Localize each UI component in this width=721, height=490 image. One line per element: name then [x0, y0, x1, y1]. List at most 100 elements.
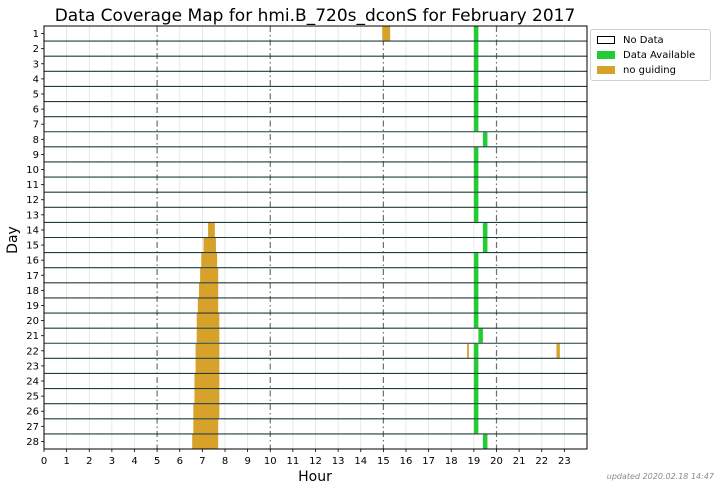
y-tick-label-7: 7 [33, 120, 39, 131]
y-tick-label-1: 1 [33, 29, 39, 40]
x-tick-label-20: 20 [490, 456, 503, 467]
x-tick-label-0: 0 [41, 456, 47, 467]
segment-day28-45 [482, 434, 488, 449]
x-tick-label-14: 14 [354, 456, 367, 467]
x-tick-label-13: 13 [332, 456, 345, 467]
x-tick-label-16: 16 [400, 456, 413, 467]
y-tick-label-19: 19 [26, 301, 39, 312]
x-axis-label: Hour [298, 469, 332, 485]
y-tick-label-23: 23 [26, 361, 39, 372]
x-tick-label-18: 18 [445, 456, 458, 467]
legend-label-data-available: Data Available [623, 49, 696, 61]
legend-swatch-no-guiding [597, 66, 615, 74]
segment-day2-2 [473, 41, 479, 56]
y-tick-label-6: 6 [33, 105, 39, 116]
x-tick-label-1: 1 [63, 456, 69, 467]
y-tick-label-8: 8 [33, 135, 39, 146]
segment-day14-14 [208, 222, 215, 237]
chart-title: Data Coverage Map for hmi.B_720s_dconS f… [55, 6, 576, 26]
segment-day9-9 [473, 147, 479, 162]
segment-day26-40 [193, 404, 220, 419]
segment-day6-6 [473, 102, 479, 117]
x-tick-label-17: 17 [422, 456, 435, 467]
segment-day1-0 [382, 26, 391, 41]
segment-day7-7 [473, 117, 479, 132]
x-tick-label-7: 7 [199, 456, 205, 467]
segment-day27-42 [193, 419, 219, 434]
segment-day19-25 [473, 298, 479, 313]
segment-day11-11 [473, 177, 479, 192]
x-tick-label-5: 5 [154, 456, 160, 467]
x-tick-label-21: 21 [513, 456, 526, 467]
y-tick-label-18: 18 [26, 286, 39, 297]
y-tick-label-11: 11 [26, 180, 39, 191]
segment-day3-3 [473, 56, 479, 71]
plot-area: 1234567891011121314151617181920212223242… [26, 25, 588, 467]
segment-day16-18 [201, 253, 218, 268]
y-tick-label-14: 14 [26, 225, 39, 236]
segment-day25-38 [194, 389, 220, 404]
segment-day25-39 [473, 389, 479, 404]
segment-day22-30 [195, 343, 220, 358]
y-tick-label-9: 9 [33, 150, 39, 161]
segment-day18-23 [473, 283, 479, 298]
x-tick-label-15: 15 [377, 456, 390, 467]
legend: No Data Data Available no guiding [590, 29, 711, 81]
segment-day13-13 [473, 207, 479, 222]
y-axis-label: Day [5, 226, 21, 254]
segment-day15-17 [482, 238, 488, 253]
segment-day17-21 [473, 268, 479, 283]
legend-item-no-guiding: no guiding [597, 63, 676, 77]
x-tick-label-22: 22 [535, 456, 548, 467]
legend-label-no-data: No Data [623, 34, 664, 46]
y-tick-label-15: 15 [26, 241, 39, 252]
legend-swatch-data-available [597, 51, 615, 59]
y-tick-label-3: 3 [33, 59, 39, 70]
y-tick-label-12: 12 [26, 195, 39, 206]
segment-day28-44 [192, 434, 219, 449]
segment-day23-35 [473, 358, 479, 373]
x-tick-label-11: 11 [287, 456, 300, 467]
y-tick-label-26: 26 [26, 407, 39, 418]
segment-day21-29 [478, 328, 483, 343]
segment-day5-5 [473, 86, 479, 102]
segment-day22-32 [473, 343, 479, 358]
segment-day22-33 [556, 343, 560, 358]
y-tick-label-21: 21 [26, 331, 39, 342]
segment-day23-34 [195, 358, 220, 373]
y-tick-label-25: 25 [26, 392, 39, 403]
legend-item-no-data: No Data [597, 33, 664, 47]
segment-day24-37 [473, 373, 479, 389]
y-tick-label-27: 27 [26, 422, 39, 433]
segment-day15-16 [203, 238, 216, 253]
segment-day12-12 [473, 192, 479, 207]
y-tick-label-10: 10 [26, 165, 39, 176]
segment-day19-24 [197, 298, 219, 313]
segment-day27-43 [473, 419, 479, 434]
x-tick-label-2: 2 [86, 456, 92, 467]
updated-timestamp: updated 2020.02.18 14:47 [606, 472, 714, 481]
segment-day4-4 [473, 71, 479, 86]
x-tick-label-4: 4 [131, 456, 137, 467]
segment-day1-1 [473, 26, 479, 41]
segment-day20-27 [473, 313, 479, 328]
y-tick-label-28: 28 [26, 437, 39, 448]
y-tick-label-2: 2 [33, 44, 39, 55]
segment-day21-28 [196, 328, 220, 343]
y-tick-label-13: 13 [26, 210, 39, 221]
segment-day10-10 [473, 162, 479, 177]
segment-day14-15 [482, 222, 488, 237]
segment-day16-19 [473, 253, 479, 268]
x-tick-label-10: 10 [264, 456, 277, 467]
segment-day20-26 [196, 313, 220, 328]
y-tick-label-24: 24 [26, 377, 39, 388]
legend-item-data-available: Data Available [597, 48, 695, 62]
y-tick-label-22: 22 [26, 346, 39, 357]
x-tick-label-19: 19 [468, 456, 481, 467]
x-tick-label-6: 6 [177, 456, 183, 467]
y-tick-label-5: 5 [33, 89, 39, 100]
x-tick-label-3: 3 [109, 456, 115, 467]
legend-swatch-no-data [597, 36, 615, 44]
legend-label-no-guiding: no guiding [623, 64, 676, 76]
